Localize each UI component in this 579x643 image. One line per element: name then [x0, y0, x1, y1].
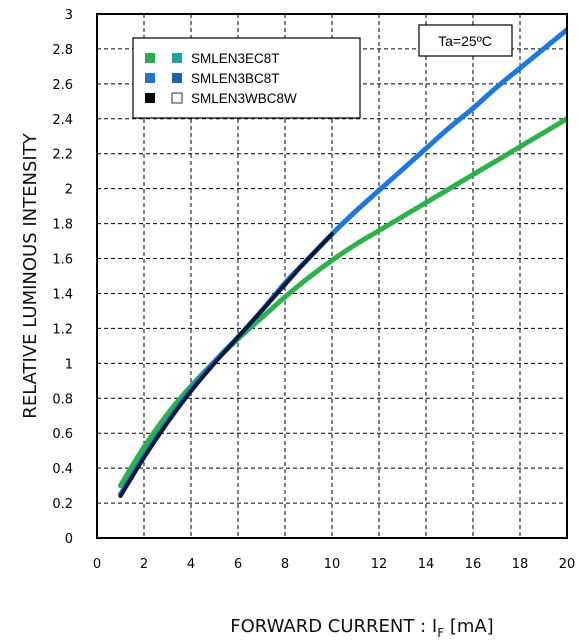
x-tick-label: 4	[187, 557, 195, 572]
series-layer	[118, 27, 567, 499]
plot-frame	[96, 13, 568, 539]
y-tick-label: 1.6	[52, 253, 73, 268]
legend-marker	[171, 92, 183, 104]
tick-labels: 0 2 4 6 8 10 12 14 16 18 20 0 0.2 0.4 0.6 0.8 1 1.2 1.4 1.6…	[52, 8, 575, 572]
legend-marker	[172, 73, 182, 83]
series-line-smlen3ec8t	[118, 116, 567, 489]
x-axis-label-unit: [mA]	[444, 616, 494, 637]
series-line-smlen3wbc8w	[118, 232, 334, 499]
legend-box	[132, 37, 361, 119]
y-tick-label: 0	[65, 532, 73, 547]
x-tick-label: 14	[418, 557, 435, 572]
x-axis-label-subscript: F	[437, 626, 444, 640]
x-tick-label: 20	[559, 557, 576, 572]
legend-marker	[145, 93, 155, 103]
y-tick-label: 2.6	[52, 78, 73, 93]
legend-label: SMLEN3BC8T	[191, 71, 280, 86]
y-tick-label: 0.4	[52, 462, 73, 477]
y-tick-label: 1.2	[52, 322, 73, 337]
x-tick-label: 6	[234, 557, 242, 572]
annotation-text: Ta=25ºC	[438, 33, 492, 49]
x-tick-label: 18	[512, 557, 529, 572]
annotation-box	[418, 24, 513, 57]
y-tick-label: 1.4	[52, 287, 73, 302]
x-tick-label: 2	[140, 557, 148, 572]
y-tick-label: 1	[65, 357, 73, 372]
y-tick-label: 0.2	[52, 497, 73, 512]
y-tick-label: 2.8	[52, 43, 73, 58]
y-tick-label: 2	[65, 183, 73, 198]
annotation: Ta=25ºC	[418, 24, 513, 57]
legend-marker	[145, 53, 155, 63]
x-axis-label: FORWARD CURRENT : IF [mA]	[230, 616, 493, 640]
y-tick-label: 0.8	[52, 392, 73, 407]
legend-marker	[145, 73, 155, 83]
y-tick-label: 0.6	[52, 427, 73, 442]
y-tick-label: 3	[65, 8, 73, 23]
x-tick-label: 12	[371, 557, 388, 572]
legend-marker	[172, 53, 182, 63]
x-tick-label: 0	[93, 557, 101, 572]
x-tick-label: 8	[281, 557, 289, 572]
legend-label: SMLEN3EC8T	[191, 51, 280, 66]
y-tick-label: 2.2	[52, 148, 73, 163]
y-tick-label: 2.4	[52, 113, 73, 128]
x-tick-label: 16	[465, 557, 482, 572]
y-tick-label: 1.8	[52, 218, 73, 233]
legend-label: SMLEN3WBC8W	[191, 91, 297, 106]
x-tick-label: 10	[324, 557, 341, 572]
x-axis-label-main: FORWARD CURRENT : I	[230, 616, 437, 637]
legend: SMLEN3EC8T SMLEN3BC8T SMLEN3WBC8W	[132, 37, 361, 119]
y-axis-label: RELATIVE LUMINOUS INTENSITY	[20, 132, 41, 418]
